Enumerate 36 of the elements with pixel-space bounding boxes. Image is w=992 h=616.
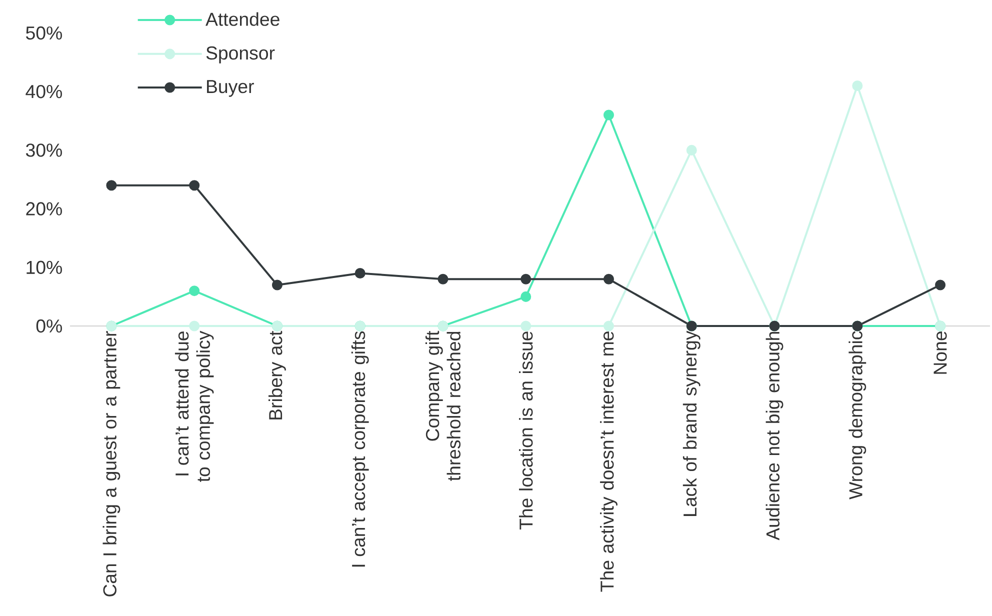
x-tick-label: I can’t attend due to company policy [174,330,214,482]
point [520,274,532,284]
point [189,286,200,296]
point [603,320,614,332]
point [603,274,614,284]
point [520,320,532,332]
point [189,320,200,332]
y-tick-label: 40% [26,84,62,98]
point [686,144,697,156]
x-tick-label: The activity doesn’t interest me [600,332,618,592]
x-tick-label: Lack of brand synergy [682,330,700,516]
y-tick-label: 30% [26,144,62,157]
point [935,280,946,290]
y-tick-label: 50% [26,26,62,40]
x-tick-label: Bribery act [268,330,286,420]
x-tick-label: None [934,332,947,374]
x-tick-label: Company gift threshold reached [425,330,461,481]
point [354,268,366,279]
x-tick-label: The location is an issue [519,332,533,530]
legend-label: Sponsor [206,46,275,64]
point [189,180,200,191]
x-tick-label: Can I bring a guest or a partner [102,331,120,596]
point [520,291,532,302]
x-tick-label: Wrong demographic [848,331,866,500]
point [603,110,614,120]
point [106,180,117,191]
legend-label: Attendee [206,12,280,26]
y-tick-label: 0% [36,319,62,333]
point [272,280,282,290]
point [852,80,863,91]
x-tick-label: Audience not big enough [766,332,784,540]
point [438,274,448,284]
legend-label: Buyer [207,80,254,97]
y-tick-label: 20% [26,202,62,216]
x-tick-label: I can’t accept corporate gifts [351,331,369,567]
y-tick-label: 10% [26,260,62,274]
